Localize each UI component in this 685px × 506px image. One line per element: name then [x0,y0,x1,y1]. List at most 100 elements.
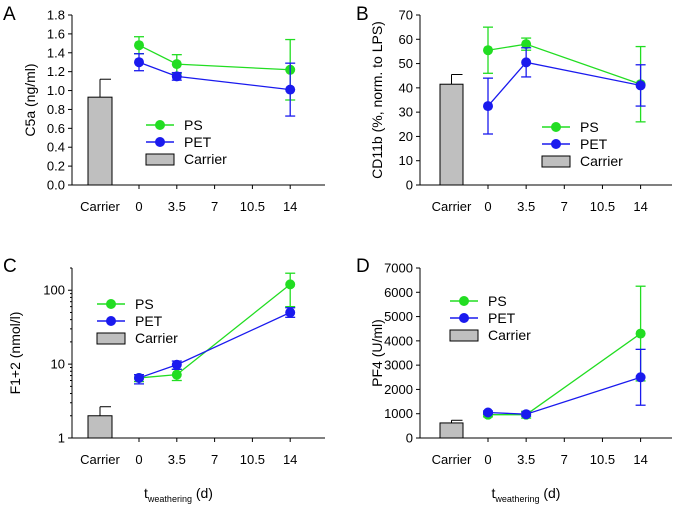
legend-marker-pet [106,316,116,326]
legend-label-ps: PS [580,119,599,135]
x-axis-label-base: t [492,485,496,501]
point-pet [521,57,532,68]
point-pet [483,407,493,418]
y-tick-label: 0 [406,431,413,446]
carrier-bar [439,83,464,186]
y-tick-label: 0 [406,178,413,193]
x-tick-label: 14 [633,452,647,467]
legend-label-carrier: Carrier [488,327,531,343]
legend-label-pet: PET [135,313,163,329]
y-tick-label: 5000 [384,309,413,324]
x-tick-label: 3.5 [168,452,186,467]
y-tick-label: 0.6 [47,121,65,136]
legend-marker-ps [106,299,116,309]
x-tick-label: 3.5 [517,199,535,214]
legend-marker-pet [551,139,561,149]
legend-label-pet: PET [488,310,516,326]
legend-label-carrier: Carrier [184,151,227,167]
y-axis-label: C5a (ng/ml) [22,63,38,136]
legend-label-carrier: Carrier [135,330,178,346]
legend-marker-pet [155,137,165,147]
y-tick-label: 1.4 [47,45,65,60]
y-tick-label: 10 [399,153,413,168]
x-tick-label-carrier: Carrier [80,452,120,467]
legend-label-pet: PET [184,134,212,150]
y-tick-label: 70 [399,8,413,23]
y-tick-label: 40 [399,80,413,95]
x-tick-label: 0 [135,199,142,214]
point-pet [285,307,296,318]
y-tick-label: 60 [399,32,413,47]
x-axis-label-sub: weathering [147,494,192,504]
point-pet [134,57,144,68]
y-tick-label: 0.4 [47,140,65,155]
carrier-bar [87,415,113,439]
y-tick-label: 20 [399,129,413,144]
series-line-ps [138,44,291,71]
legend-marker-ps [155,120,165,130]
y-tick-label: 2000 [384,382,413,397]
series-line-ps [487,43,641,85]
series-line-pet [487,61,641,107]
legend-label-ps: PS [135,296,154,312]
x-tick-label-carrier: Carrier [80,199,120,214]
point-ps [171,59,182,70]
y-tick-label: 0.0 [47,178,65,193]
x-tick-label: 10.5 [590,452,615,467]
legend-marker-ps [551,122,561,132]
panel-c: C 1 10 100 0 3.5 7 10.5 14 Carrier F1+2 (nmol/l) tw… [3,256,325,504]
point-ps [171,369,182,380]
x-tick-label: 14 [283,452,297,467]
x-axis-label-base: t [144,485,148,501]
point-ps [285,279,296,290]
point-pet [483,101,493,112]
x-axis-label: tweathering (d) [144,485,213,504]
x-axis-label-sub: weathering [494,494,539,504]
y-tick-label: 50 [399,56,413,71]
x-tick-label: 7 [561,199,568,214]
x-tick-label: 14 [283,199,297,214]
point-pet [171,359,182,370]
legend-swatch-carrier [145,153,175,166]
carrier-bar [439,422,464,439]
y-tick-label: 10 [51,357,65,372]
y-tick-label: 30 [399,105,413,120]
point-pet [285,84,296,95]
point-pet [635,80,646,91]
y-tick-label: 1000 [384,406,413,421]
point-pet [171,71,182,82]
y-axis-label: F1+2 (nmol/l) [7,312,23,395]
panel-d: D 0 1000 2000 3000 4000 5000 6000 7000 0 3.5 7 10.5 1… [356,256,672,504]
y-tick-label: 0.8 [47,102,65,117]
legend-label-pet: PET [580,136,608,152]
x-tick-label: 3.5 [517,452,535,467]
point-pet [521,409,532,420]
point-ps [521,39,532,50]
panel-label: C [3,256,17,277]
x-tick-label: 7 [211,452,218,467]
y-tick-label: 1 [58,431,65,446]
x-axis-label-unit: (d) [192,485,213,501]
x-tick-label: 0 [484,199,491,214]
point-ps [134,40,144,51]
legend-marker-ps [459,296,469,306]
y-tick-label: 6000 [384,285,413,300]
x-tick-label: 7 [211,199,218,214]
x-tick-label: 0 [135,452,142,467]
x-tick-label: 10.5 [240,452,265,467]
y-axis-label: CD11b (%, norm. to LPS) [369,21,385,179]
y-tick-label: 1.0 [47,83,65,98]
legend-swatch-carrier [449,329,479,342]
y-tick-label: 0.2 [47,159,65,174]
x-tick-label: 10.5 [240,199,265,214]
legend-swatch-carrier [96,332,126,345]
x-tick-label-carrier: Carrier [432,452,472,467]
x-tick-label: 7 [561,452,568,467]
y-tick-label: 1.6 [47,26,65,41]
y-axis-label: PF4 (U/ml) [369,319,385,387]
legend-marker-pet [459,313,469,323]
